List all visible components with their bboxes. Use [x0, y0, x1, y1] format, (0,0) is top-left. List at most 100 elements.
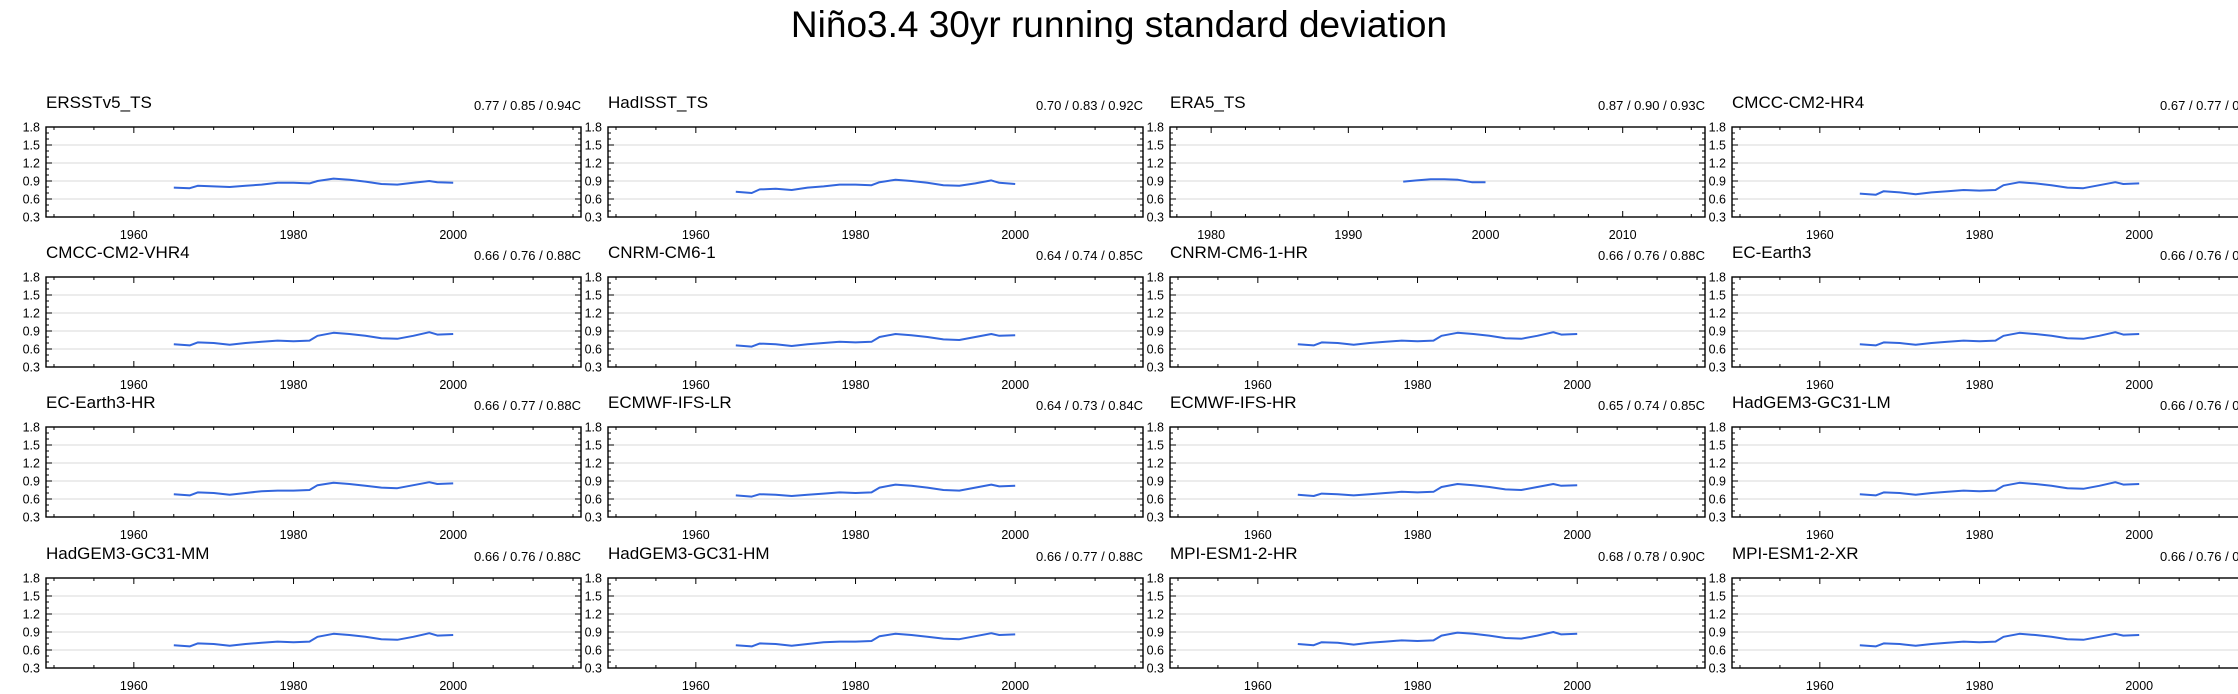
x-tick-label: 1980	[280, 679, 308, 693]
x-tick-label: 1960	[682, 679, 710, 693]
y-tick-label: 0.6	[1709, 493, 1726, 507]
y-tick-label: 1.2	[1709, 157, 1726, 171]
y-tick-label: 0.3	[23, 662, 40, 676]
y-tick-label: 0.3	[585, 662, 602, 676]
panel-plot: 0.3 0.6 0.9 1.2 1.5 1.8 1960 1980 2000	[1147, 271, 1706, 392]
y-tick-label: 0.3	[585, 511, 602, 525]
y-tick-label: 1.5	[23, 139, 40, 153]
x-tick-label: 1980	[1966, 679, 1994, 693]
y-tick-label: 1.5	[1147, 139, 1164, 153]
y-tick-label: 1.5	[23, 289, 40, 303]
y-tick-label: 0.6	[585, 343, 602, 357]
x-tick-label: 1980	[280, 228, 308, 242]
x-tick-label: 1960	[1244, 528, 1272, 542]
plot-frame	[1731, 577, 2238, 669]
y-tick-label: 1.8	[1147, 572, 1164, 586]
panel-stat-label: 0.64 / 0.73 / 0.84C	[1036, 398, 1143, 413]
panel-cnrm-cm6-1-hr: CNRM-CM6-1-HR 0.66 / 0.76 / 0.88C 0.3 0.6 0.…	[1128, 243, 1706, 393]
panel-plot: 0.3 0.6 0.9 1.2 1.5 1.8 1960 1980 2000	[1709, 271, 2238, 392]
panel-title: ECMWF-IFS-HR	[1170, 393, 1297, 412]
y-tick-label: 0.6	[1709, 644, 1726, 658]
y-tick-label: 0.9	[1709, 175, 1726, 189]
y-tick-label: 0.3	[23, 211, 40, 225]
panel-plot: 0.3 0.6 0.9 1.2 1.5 1.8 1960 1980 2000	[1709, 421, 2238, 542]
plot-frame	[607, 276, 1144, 368]
plot-frame	[45, 276, 582, 368]
x-tick-label: 1980	[1404, 528, 1432, 542]
panel-hadgem3-gc31-mm: HadGEM3-GC31-MM 0.66 / 0.76 / 0.88C 0.3 0.6…	[4, 544, 582, 694]
plot-frame	[607, 426, 1144, 518]
series-line	[173, 177, 454, 190]
panel-cmcc-cm2-vhr4: CMCC-CM2-VHR4 0.66 / 0.76 / 0.88C 0.3 0.6 0.…	[4, 243, 582, 393]
plot-frame	[45, 426, 582, 518]
x-tick-label: 2000	[1563, 679, 1591, 693]
y-tick-label: 0.3	[23, 361, 40, 375]
series-line	[1297, 483, 1578, 497]
y-tick-label: 0.6	[1147, 193, 1164, 207]
x-tick-label: 2000	[439, 228, 467, 242]
panel-cnrm-cm6-1: CNRM-CM6-1 0.64 / 0.74 / 0.85C 0.3 0.6 0.9 1.…	[566, 243, 1144, 393]
panel-mpi-esm1-2-hr: MPI-ESM1-2-HR 0.68 / 0.78 / 0.90C 0.3 0.6 0.…	[1128, 544, 1706, 694]
y-tick-label: 0.9	[1147, 475, 1164, 489]
panel-plot: 0.3 0.6 0.9 1.2 1.5 1.8 1960 1980 2000	[23, 421, 582, 542]
x-tick-label: 2010	[1609, 228, 1637, 242]
y-tick-label: 1.2	[1147, 307, 1164, 321]
y-tick-label: 1.2	[585, 457, 602, 471]
y-tick-label: 0.9	[1709, 475, 1726, 489]
y-tick-label: 0.6	[585, 193, 602, 207]
y-tick-label: 1.5	[1147, 439, 1164, 453]
y-tick-label: 0.9	[585, 325, 602, 339]
panel-stat-label: 0.66 / 0.76 / 0.88C	[474, 549, 581, 564]
plot-frame	[607, 577, 1144, 669]
panel-stat-label: 0.70 / 0.83 / 0.92C	[1036, 98, 1143, 113]
y-tick-label: 1.5	[585, 590, 602, 604]
panel-title: ECMWF-IFS-LR	[608, 393, 732, 412]
y-tick-label: 0.3	[1709, 361, 1726, 375]
x-tick-label: 1980	[1404, 378, 1432, 392]
series-line	[1859, 331, 2140, 347]
y-tick-label: 0.9	[23, 325, 40, 339]
panel-stat-label: 0.68 / 0.78 / 0.90C	[1598, 549, 1705, 564]
panel-stat-label: 0.66 / 0.76 / 0.88C	[1598, 248, 1705, 263]
x-tick-label: 1960	[1244, 679, 1272, 693]
panel-hadgem3-gc31-hm: HadGEM3-GC31-HM 0.66 / 0.77 / 0.88C 0.3 0.6…	[566, 544, 1144, 694]
x-tick-label: 2000	[2125, 228, 2153, 242]
panel-stat-label: 0.66 / 0.76 / 0.88C	[2160, 248, 2238, 263]
y-tick-label: 0.3	[585, 361, 602, 375]
y-tick-label: 0.3	[1147, 511, 1164, 525]
panel-ecmwf-ifs-lr: ECMWF-IFS-LR 0.64 / 0.73 / 0.84C 0.3 0.6 0.9…	[566, 393, 1144, 543]
panel-title: EC-Earth3-HR	[46, 393, 156, 412]
y-tick-label: 1.2	[23, 457, 40, 471]
y-tick-label: 1.8	[1147, 121, 1164, 135]
y-tick-label: 1.2	[1709, 608, 1726, 622]
y-tick-label: 1.8	[23, 121, 40, 135]
panel-title: CMCC-CM2-HR4	[1732, 93, 1865, 112]
plot-frame	[1731, 426, 2238, 518]
panel-hadgem3-gc31-lm: HadGEM3-GC31-LM 0.66 / 0.76 / 0.88C 0.3 0.6…	[1690, 393, 2238, 543]
plot-frame	[607, 126, 1144, 218]
panel-stat-label: 0.77 / 0.85 / 0.94C	[474, 98, 581, 113]
y-tick-label: 1.2	[1147, 608, 1164, 622]
panel-title: MPI-ESM1-2-HR	[1170, 544, 1298, 563]
y-tick-label: 1.2	[585, 307, 602, 321]
series-line	[735, 483, 1016, 498]
x-tick-label: 2000	[2125, 378, 2153, 392]
panel-title: ERSSTv5_TS	[46, 93, 152, 112]
y-tick-label: 0.6	[1147, 343, 1164, 357]
y-tick-label: 1.5	[1709, 439, 1726, 453]
x-tick-label: 1980	[280, 528, 308, 542]
y-tick-label: 0.9	[585, 475, 602, 489]
panel-stat-label: 0.64 / 0.74 / 0.85C	[1036, 248, 1143, 263]
y-tick-label: 1.2	[1147, 457, 1164, 471]
x-tick-label: 1960	[682, 228, 710, 242]
plot-frame	[45, 126, 582, 218]
x-tick-label: 1960	[1806, 528, 1834, 542]
y-tick-label: 0.3	[585, 211, 602, 225]
panel-cmcc-cm2-hr4: CMCC-CM2-HR4 0.67 / 0.77 / 0.89C 0.3 0.6 0.9…	[1690, 93, 2238, 243]
y-tick-label: 1.8	[23, 572, 40, 586]
series-line	[173, 331, 454, 347]
series-line	[1859, 632, 2140, 648]
y-tick-label: 0.9	[1709, 325, 1726, 339]
series-line	[1297, 631, 1578, 647]
